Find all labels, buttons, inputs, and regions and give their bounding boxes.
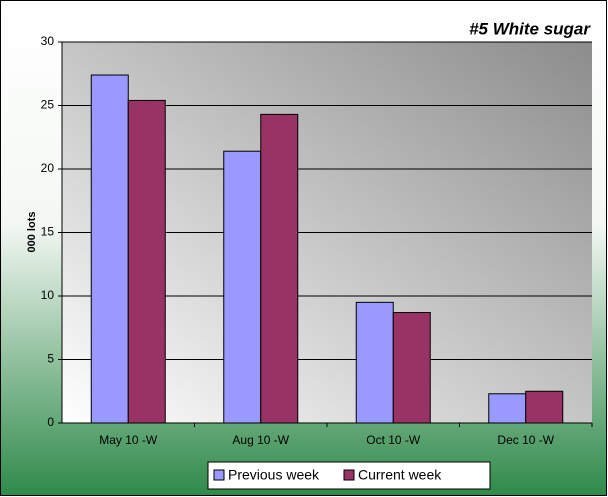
bar	[392, 312, 431, 424]
y-tick-label: 30	[41, 34, 55, 48]
legend-label: Current week	[358, 467, 442, 483]
y-tick-label: 25	[41, 98, 55, 112]
y-tick-label: 0	[47, 415, 54, 429]
x-tick-label: Dec 10 -W	[497, 433, 554, 447]
bar	[355, 301, 394, 424]
bar	[260, 113, 299, 424]
x-tick-label: Oct 10 -W	[366, 433, 421, 447]
y-axis-label: 000 lots	[26, 212, 38, 253]
y-tick-label: 10	[41, 288, 55, 302]
bar	[525, 390, 564, 424]
legend-label: Previous week	[228, 467, 320, 483]
bar	[90, 74, 129, 424]
x-tick-label: Aug 10 -W	[232, 433, 289, 447]
legend-swatch	[343, 469, 355, 481]
bar	[488, 393, 527, 424]
y-tick-label: 5	[47, 352, 54, 366]
y-tick-label: 15	[41, 225, 55, 239]
bar	[127, 99, 166, 424]
chart-title: #5 White sugar	[469, 19, 591, 38]
x-tick-label: May 10 -W	[99, 433, 158, 447]
y-tick-label: 20	[41, 161, 55, 175]
legend-swatch	[213, 469, 225, 481]
bar	[223, 150, 262, 424]
